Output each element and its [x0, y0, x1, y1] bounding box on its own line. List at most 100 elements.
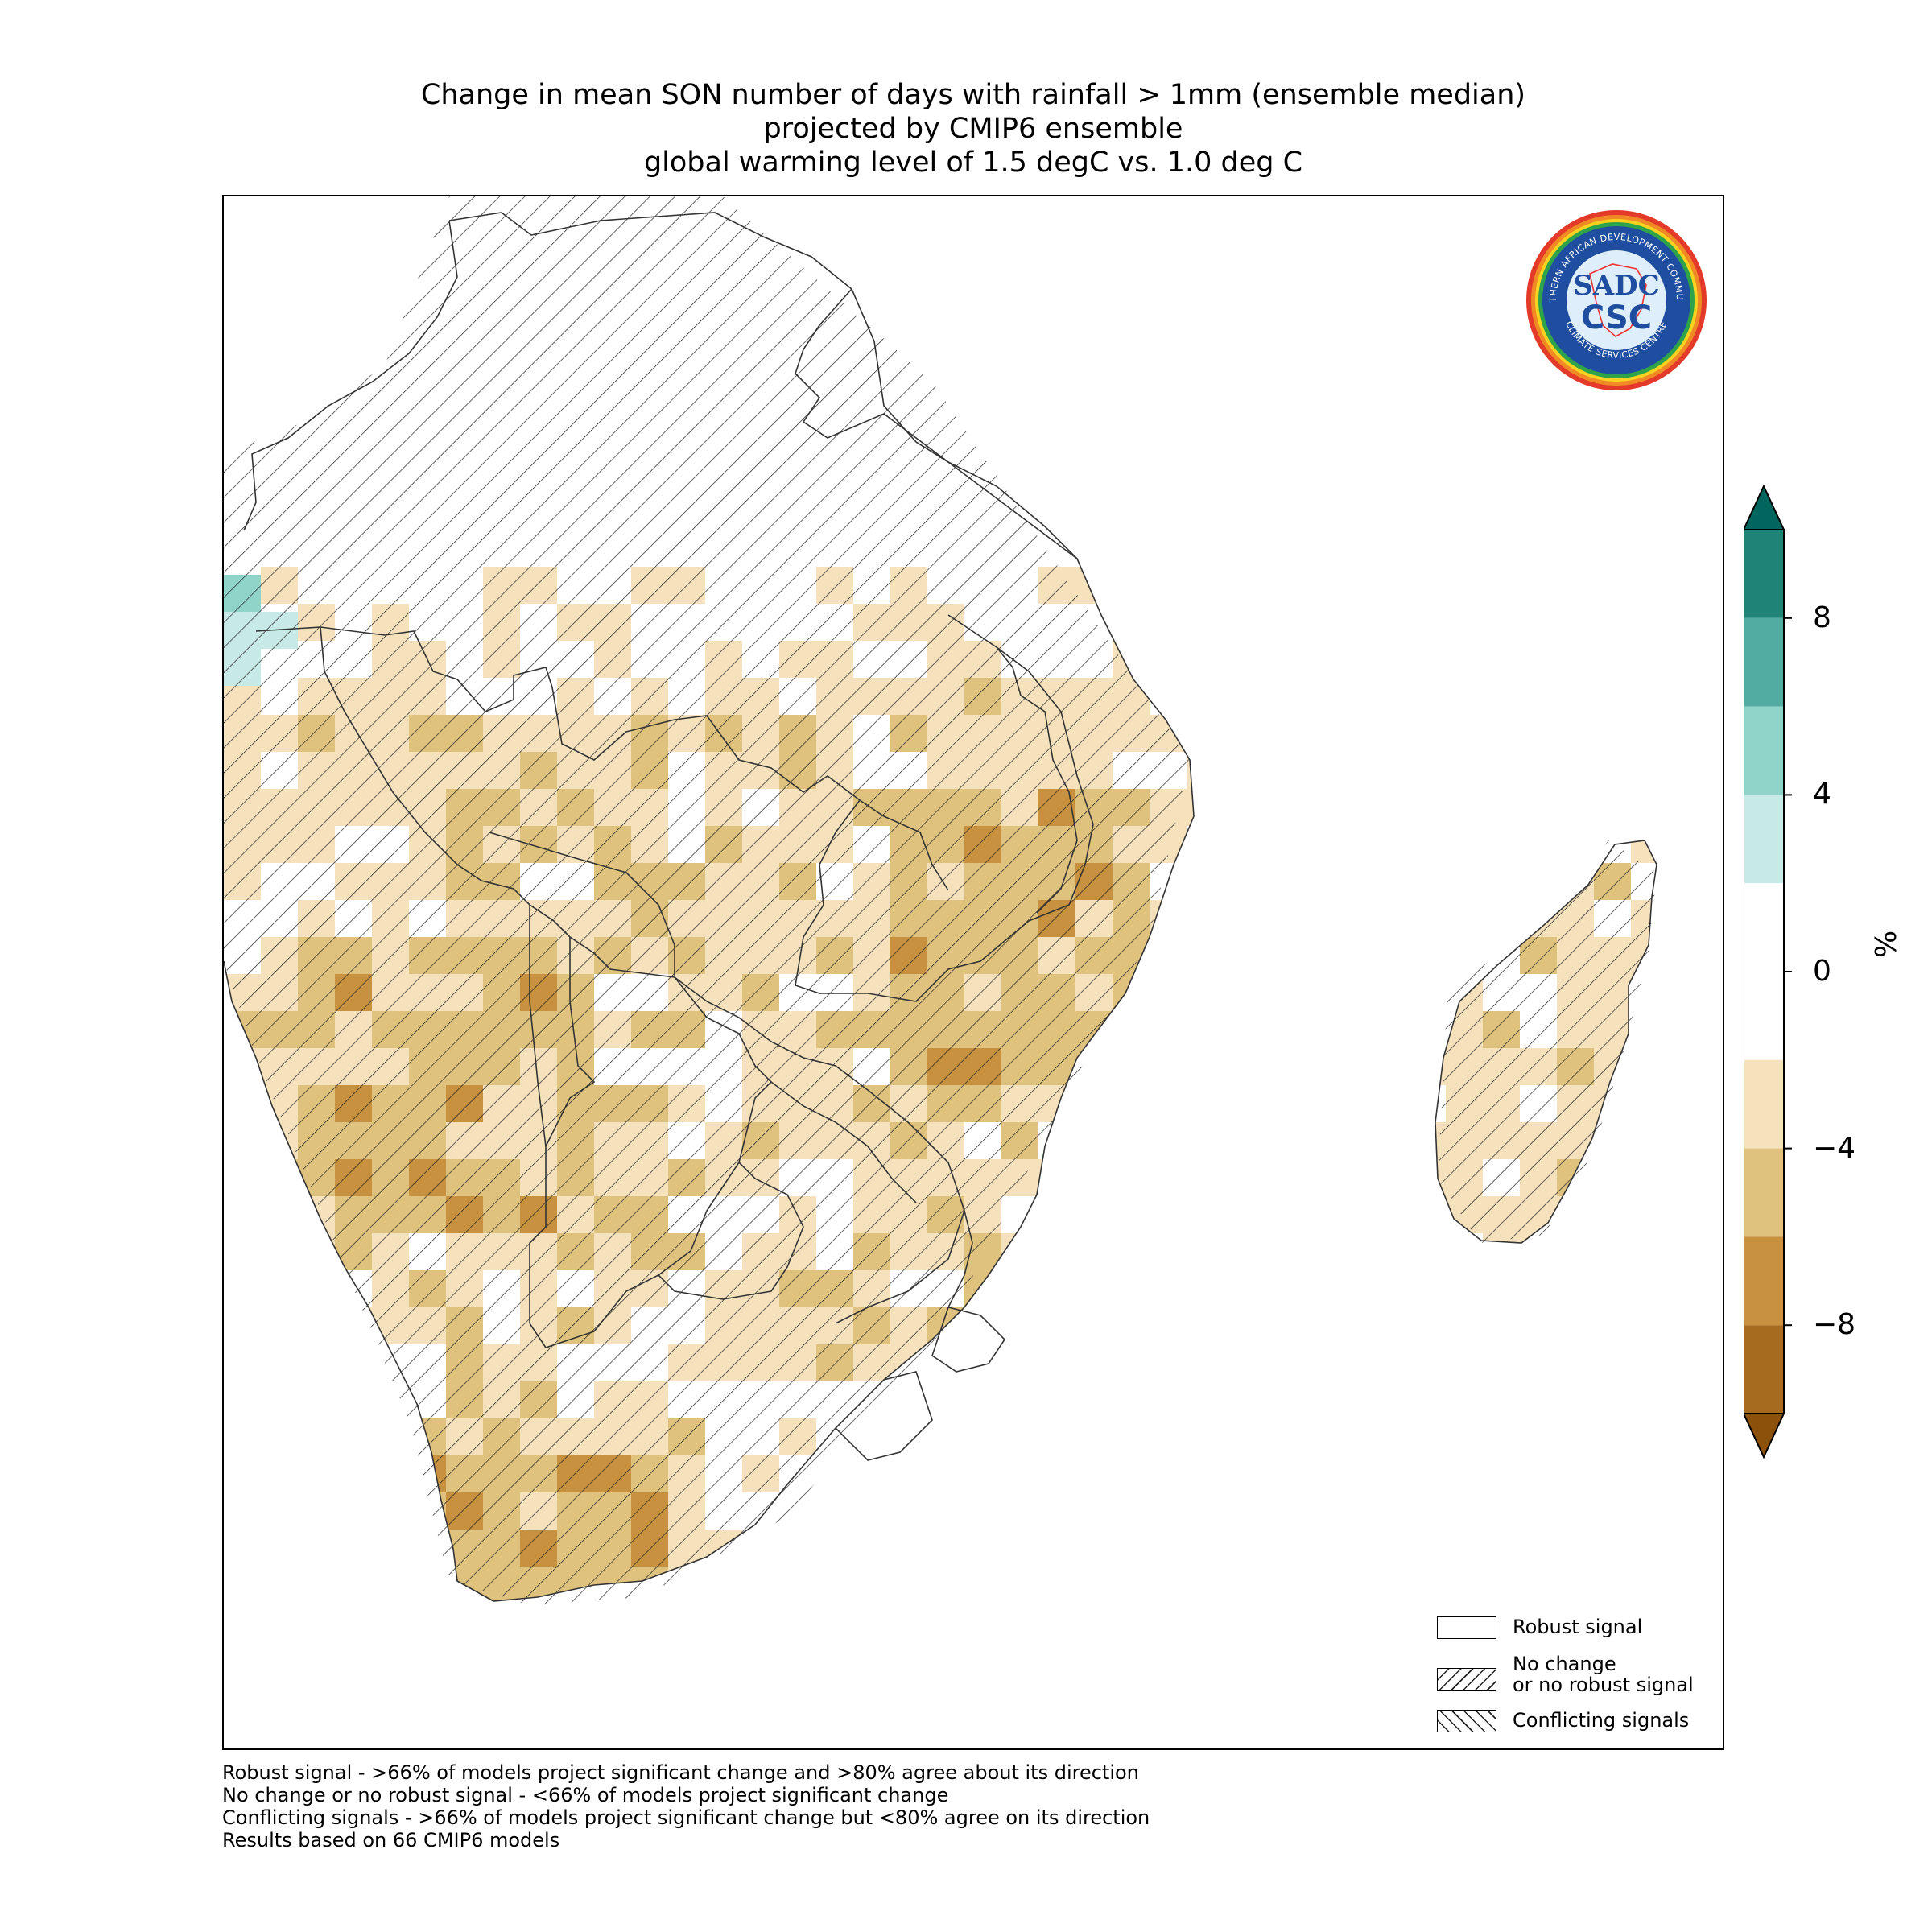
grid-cell [1298, 789, 1335, 826]
legend-item-conflicting: Conflicting signals [1437, 1710, 1689, 1732]
colorbar-tick-label: −8 [1813, 1308, 1856, 1342]
grid-cell [1705, 1641, 1724, 1678]
grid-cell [1409, 1381, 1446, 1418]
legend-swatch-robust [1437, 1616, 1496, 1639]
grid-cell [1187, 1233, 1224, 1270]
grid-cell [261, 1715, 298, 1750]
grid-cell [1631, 1492, 1657, 1530]
grid-cell [1075, 1418, 1113, 1455]
grid-cell [557, 1678, 594, 1715]
grid-cell [409, 1715, 446, 1750]
grid-cell [1409, 789, 1446, 826]
grid-cell [1150, 1159, 1187, 1196]
grid-cell [1075, 1307, 1113, 1344]
grid-cell [1075, 1122, 1113, 1159]
grid-cell [1520, 1530, 1557, 1567]
grid-cell [1668, 1604, 1705, 1641]
grid-cell [1187, 678, 1224, 715]
grid-cell [1187, 1196, 1224, 1233]
grid-cell [1335, 678, 1372, 715]
legend-label-conflicting: Conflicting signals [1513, 1709, 1690, 1732]
grid-cell [1187, 1678, 1224, 1715]
map-canvas [224, 196, 1724, 1750]
grid-cell [1187, 1048, 1224, 1085]
grid-cell [1335, 900, 1372, 937]
grid-cell [853, 1678, 890, 1715]
grid-cell [1001, 1604, 1038, 1641]
grid-cell [1298, 604, 1335, 641]
grid-cell [1038, 1270, 1075, 1307]
grid-cell [1335, 567, 1372, 604]
grid-cell [1520, 1233, 1557, 1270]
grid-cell [1038, 1233, 1075, 1270]
grid-cell [1668, 1233, 1705, 1270]
grid-cell [1224, 1530, 1261, 1567]
grid-cell [1631, 826, 1657, 863]
grid-cell [1261, 1159, 1298, 1196]
logo-mark-top: SADC [1573, 270, 1659, 302]
grid-cell [372, 1455, 409, 1492]
logo-mark-bottom: CSC [1581, 299, 1652, 336]
colorbar-bin [1744, 617, 1784, 707]
grid-cell [1372, 1492, 1409, 1530]
grid-cell [483, 1604, 520, 1641]
grid-cell [1224, 715, 1261, 752]
grid-cell [668, 1678, 705, 1715]
grid-cell [372, 1715, 409, 1750]
grid-cell [1483, 1307, 1520, 1344]
grid-cell [705, 1715, 742, 1750]
grid-cell [1261, 1085, 1298, 1122]
map-title-line-2: projected by CMIP6 ensemble [763, 113, 1183, 145]
grid-cell [1483, 1567, 1520, 1601]
grid-cell [1631, 1344, 1657, 1381]
grid-cell [1520, 863, 1557, 900]
grid-cell [1557, 1233, 1594, 1270]
footnote-line-3: Conflicting signals - >66% of models pro… [222, 1806, 1150, 1829]
grid-cell [1446, 567, 1483, 604]
grid-cell [1298, 641, 1335, 678]
grid-cell [1557, 1307, 1594, 1344]
grid-cell [927, 1641, 964, 1678]
grid-cell [1261, 1344, 1298, 1381]
grid-cell [1446, 678, 1483, 715]
grid-cell [261, 1678, 298, 1715]
grid-cell [1668, 1418, 1705, 1455]
grid-cell [594, 1715, 631, 1750]
legend-swatch-conflicting [1437, 1710, 1496, 1732]
grid-cell [1631, 604, 1657, 641]
grid-cell [261, 1641, 298, 1678]
grid-cell [1261, 1048, 1298, 1085]
grid-cell [1520, 604, 1557, 641]
legend-item-no-change: No change or no robust signal [1437, 1653, 1694, 1695]
grid-cell [1001, 1344, 1038, 1381]
grid-cell [1631, 678, 1657, 715]
grid-cell [1335, 789, 1372, 826]
grid-cell [1446, 789, 1483, 826]
grid-cell [1446, 863, 1483, 900]
grid-cell [1298, 826, 1335, 863]
grid-cell [1520, 1307, 1557, 1344]
grid-cell [1483, 715, 1520, 752]
grid-cell [224, 1455, 261, 1492]
colorbar-under arrow [1744, 1413, 1785, 1459]
grid-cell [1038, 1344, 1075, 1381]
grid-cell [1224, 1196, 1261, 1233]
grid-cell [1705, 1604, 1724, 1641]
grid-cell [1298, 1492, 1335, 1530]
grid-cell [1668, 1159, 1705, 1196]
grid-cell [1224, 641, 1261, 678]
grid-cell [1187, 937, 1224, 974]
colorbar-bin [1744, 1325, 1784, 1414]
grid-cell [1224, 1085, 1261, 1122]
grid-cell [1668, 1307, 1705, 1344]
grid-cell [1224, 1381, 1261, 1418]
grid-cell [298, 1567, 335, 1601]
grid-cell [1298, 678, 1335, 715]
grid-cell [1668, 1530, 1705, 1567]
colorbar-over-arrow [1744, 484, 1785, 530]
legend-swatch-no-change [1437, 1668, 1496, 1690]
grid-cell [1224, 1048, 1261, 1085]
grid-cell [1298, 1344, 1335, 1381]
grid-cell [1409, 1270, 1446, 1307]
grid-cell [1631, 1048, 1657, 1085]
